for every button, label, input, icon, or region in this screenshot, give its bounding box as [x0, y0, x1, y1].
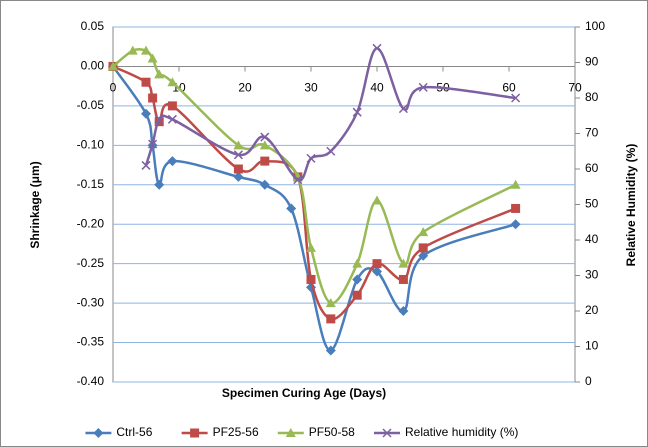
y-tick-label: 0.00 — [81, 59, 105, 73]
data-point — [233, 140, 244, 150]
data-point — [127, 45, 138, 55]
data-point — [293, 175, 303, 185]
x-tick-label: 30 — [304, 81, 318, 95]
data-point — [260, 132, 270, 142]
y2-tick-label: 30 — [585, 268, 599, 282]
data-point — [352, 290, 362, 300]
data-point — [372, 195, 382, 205]
y2-tick-label: 0 — [585, 374, 592, 388]
data-point — [286, 203, 297, 214]
y2-tick-label: 50 — [585, 197, 599, 211]
data-point — [418, 82, 428, 92]
data-point — [352, 274, 363, 285]
data-point — [398, 258, 409, 268]
data-point — [418, 250, 429, 261]
data-point — [372, 266, 382, 277]
data-point — [418, 243, 428, 253]
data-point — [511, 93, 521, 103]
data-point — [325, 345, 336, 356]
data-point — [326, 314, 336, 324]
y-tick-label: 0.05 — [81, 19, 105, 33]
y-tick-label: -0.20 — [77, 216, 105, 230]
data-point — [233, 150, 243, 160]
y2-tick-label: 10 — [585, 339, 599, 353]
data-point — [147, 53, 158, 63]
data-point — [141, 45, 151, 55]
y-tick-label: -0.35 — [77, 335, 105, 349]
x-tick-label: 60 — [502, 81, 516, 95]
legend-marker — [285, 428, 296, 437]
data-point — [398, 274, 408, 284]
data-point — [398, 306, 409, 316]
data-point — [372, 43, 382, 53]
y2-axis-title: Relative Humidity (%) — [624, 144, 638, 267]
data-point — [418, 227, 429, 237]
y2-tick-label: 40 — [585, 232, 599, 246]
y-tick-label: -0.15 — [77, 177, 105, 191]
x-tick-label: 70 — [568, 81, 582, 95]
data-point — [167, 77, 178, 87]
data-point — [167, 156, 178, 167]
data-point — [141, 108, 151, 119]
data-point — [154, 179, 165, 190]
data-point — [352, 258, 363, 268]
data-point — [325, 298, 336, 308]
data-point — [154, 114, 164, 124]
data-point — [511, 203, 521, 213]
legend-label: PF50-58 — [309, 425, 355, 439]
y2-tick-label: 90 — [585, 55, 599, 69]
series-line — [112, 47, 517, 305]
data-point — [372, 259, 382, 269]
data-point — [141, 160, 151, 170]
data-point — [306, 242, 316, 252]
x-tick-label: 40 — [370, 81, 384, 95]
y-axis-title: Shrinkage (μm) — [28, 161, 42, 248]
y-tick-label: -0.40 — [77, 374, 105, 388]
data-point — [306, 274, 316, 284]
legend-label: PF25-56 — [213, 425, 259, 439]
data-point — [326, 146, 336, 156]
x-tick-label: 20 — [238, 81, 252, 95]
data-point — [141, 77, 151, 87]
data-point — [233, 171, 244, 182]
y2-tick-label: 100 — [585, 19, 605, 33]
data-point — [167, 114, 177, 124]
x-tick-label: 0 — [110, 81, 117, 95]
data-point — [260, 156, 270, 166]
y-tick-label: -0.25 — [77, 256, 105, 270]
y-tick-label: -0.05 — [77, 98, 105, 112]
y-tick-label: -0.30 — [77, 295, 105, 309]
data-point — [154, 69, 165, 79]
legend-marker — [190, 428, 200, 438]
data-point — [510, 219, 521, 230]
data-point — [398, 104, 408, 114]
legend-marker — [93, 428, 104, 438]
data-point — [148, 93, 158, 103]
legend-marker — [382, 428, 392, 438]
x-axis-title: Specimen Curing Age (Days) — [222, 386, 386, 400]
y2-tick-label: 80 — [585, 90, 599, 104]
legend-label: Ctrl-56 — [116, 425, 152, 439]
data-point — [259, 140, 270, 150]
y-tick-label: -0.10 — [77, 138, 105, 152]
data-point — [510, 179, 521, 189]
data-point — [167, 101, 177, 111]
data-point — [233, 164, 243, 174]
y2-tick-label: 70 — [585, 126, 599, 140]
data-point — [259, 179, 270, 190]
data-point — [108, 61, 118, 71]
data-point — [306, 153, 316, 163]
data-point — [352, 107, 362, 117]
y2-tick-label: 20 — [585, 303, 599, 317]
legend-label: Relative humidity (%) — [405, 425, 518, 439]
data-point — [148, 139, 158, 149]
y2-tick-label: 60 — [585, 161, 599, 175]
